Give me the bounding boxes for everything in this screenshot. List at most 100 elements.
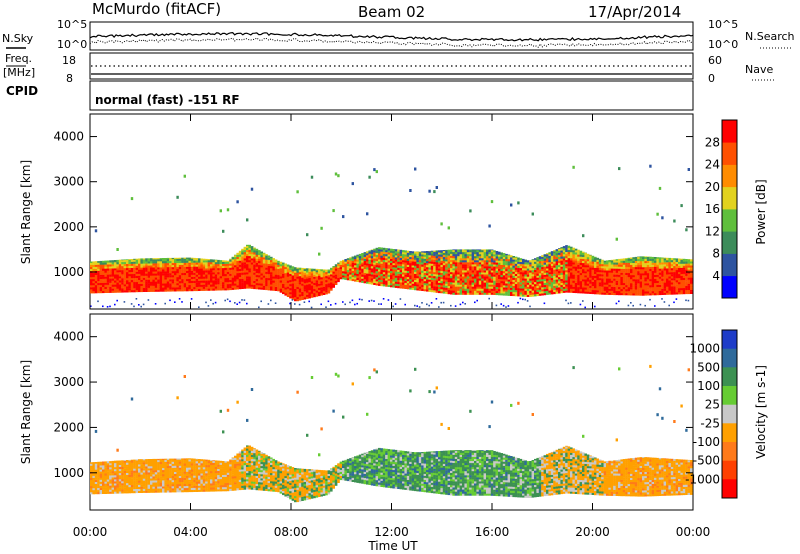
power-cell: [428, 287, 431, 290]
power-cell: [394, 285, 398, 288]
power-cell: [279, 284, 283, 287]
power-cell: [589, 267, 592, 270]
power-cell: [613, 282, 616, 285]
power-cell: [546, 288, 549, 291]
power-cell: [526, 278, 530, 281]
power-cell: [426, 252, 429, 256]
power-cell: [308, 294, 311, 297]
power-cell: [267, 284, 271, 287]
power-cell: [198, 278, 201, 281]
power-cell: [375, 264, 379, 268]
power-cell: [94, 262, 98, 265]
power-cell: [670, 261, 674, 265]
noise-tick-bottom-right: 10^0: [708, 38, 738, 51]
power-cell: [222, 284, 225, 287]
power-cell: [416, 282, 419, 285]
power-cell: [567, 302, 570, 305]
power-cell: [188, 284, 191, 288]
velocity-cell: [109, 471, 112, 474]
power-cell: [483, 268, 487, 271]
power-cell: [618, 266, 621, 269]
power-cell: [478, 290, 482, 293]
power-cell: [238, 270, 242, 273]
power-cell: [368, 257, 371, 260]
power-cell: [445, 259, 448, 262]
power-cell: [262, 281, 266, 284]
power-cell: [176, 289, 179, 292]
power-cell: [301, 285, 304, 288]
power-cell: [380, 279, 383, 283]
power-cell: [584, 283, 587, 286]
power-cell: [649, 287, 652, 290]
power-cell: [121, 272, 124, 275]
power-cell: [404, 286, 407, 289]
power-cell: [620, 286, 623, 290]
power-cell: [670, 286, 674, 289]
power-cell: [495, 266, 499, 269]
power-cell: [183, 278, 187, 282]
power-cell: [426, 303, 428, 306]
power-cell: [226, 281, 230, 285]
power-cell: [382, 284, 386, 287]
power-cell: [654, 288, 657, 292]
power-cell: [370, 262, 374, 265]
power-cell: [306, 268, 309, 271]
power-cell: [385, 262, 388, 265]
power-cell: [135, 258, 139, 260]
power-cell: [546, 274, 549, 277]
power-cell: [382, 259, 386, 263]
power-cell: [238, 274, 242, 277]
power-cell: [471, 249, 475, 251]
power-cell: [332, 271, 335, 274]
power-cell: [656, 278, 659, 281]
power-cell: [238, 301, 241, 304]
power-cell: [514, 275, 518, 278]
power-cell: [538, 256, 542, 258]
power-cell: [440, 301, 442, 304]
power-cell: [262, 253, 266, 256]
power-cell: [399, 259, 403, 262]
power-cell: [524, 262, 527, 265]
power-cell: [382, 261, 386, 265]
power-cell: [152, 258, 155, 260]
power-cell: [416, 305, 418, 307]
power-cell: [366, 275, 369, 278]
power-cell: [234, 302, 236, 304]
power-cell: [517, 277, 520, 281]
power-cell: [601, 290, 604, 293]
power-cell: [373, 256, 376, 259]
power-cell: [202, 260, 206, 263]
power-cell: [109, 260, 112, 263]
power-cell: [183, 276, 187, 280]
power-cell: [361, 268, 364, 271]
power-cell: [558, 248, 561, 249]
power-cell: [306, 278, 309, 281]
power-cell: [622, 288, 626, 292]
power-cell: [651, 266, 655, 269]
power-cell: [111, 288, 115, 291]
power-cell: [577, 282, 580, 286]
power-cell: [435, 298, 438, 300]
power-cell: [174, 266, 177, 270]
power-cell: [558, 260, 561, 263]
power-cell: [418, 251, 422, 255]
power-cell: [195, 278, 199, 281]
power-cell: [315, 268, 319, 271]
power-cell: [682, 273, 686, 276]
power-cell: [423, 256, 427, 259]
power-cell: [140, 281, 143, 284]
power-cell: [301, 271, 304, 274]
power-cell: [174, 268, 177, 272]
power-cell: [673, 282, 676, 285]
power-cell: [152, 281, 155, 284]
power-cell: [109, 270, 112, 273]
power-cell: [428, 275, 431, 278]
power-cell: [445, 279, 448, 282]
power-cell: [613, 262, 616, 265]
power-cell: [454, 282, 458, 285]
power-cell: [562, 246, 566, 249]
power-cell: [368, 175, 371, 179]
power-cell: [476, 249, 479, 251]
power-cell: [574, 284, 578, 287]
power-cell: [142, 258, 146, 260]
